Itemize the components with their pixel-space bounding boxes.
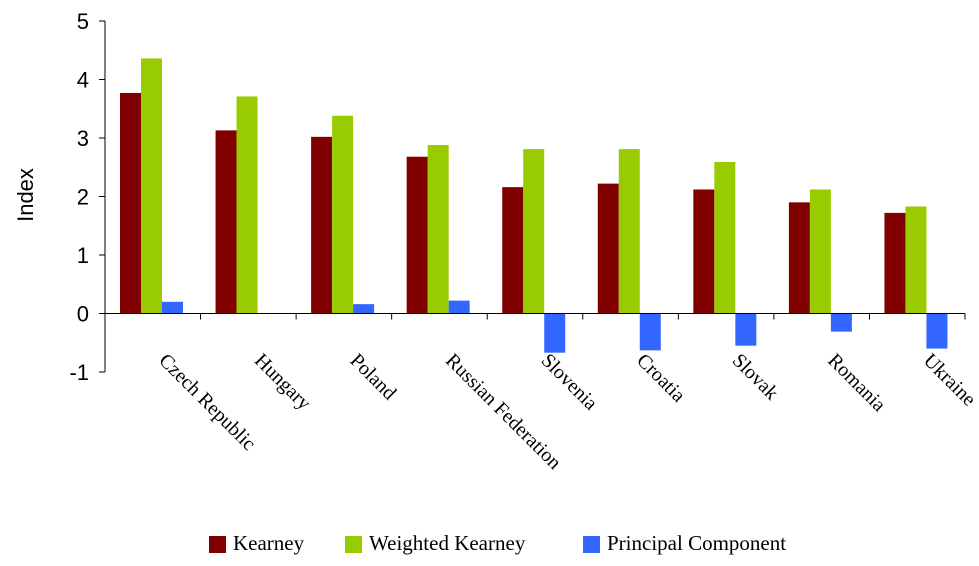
y-tick-label: 4 <box>77 68 89 93</box>
x-tick-label: Hungary <box>250 349 315 414</box>
y-tick-label: 2 <box>77 185 89 210</box>
bar-weighted-kearney <box>714 161 736 314</box>
bar-kearney <box>597 183 619 314</box>
y-axis-ticks: 5 4 3 2 1 0 -1 <box>69 9 105 385</box>
y-tick-label: 1 <box>77 243 89 268</box>
bar-weighted-kearney <box>141 58 162 314</box>
axes <box>104 21 966 372</box>
y-tick-label: 3 <box>77 126 89 151</box>
x-tick-label: Romania <box>823 349 890 416</box>
bars <box>120 58 948 353</box>
bar-kearney <box>884 212 906 314</box>
bar-weighted-kearney <box>523 149 545 314</box>
y-tick-label: 5 <box>77 9 89 34</box>
bar-weighted-kearney <box>618 149 640 314</box>
bar-kearney <box>693 189 715 314</box>
legend-swatch-kearney <box>209 536 226 553</box>
bar-principal-component <box>926 313 948 349</box>
bar-weighted-kearney <box>809 189 831 314</box>
bar-kearney <box>311 136 333 314</box>
x-tick-label: Croatia <box>632 349 689 406</box>
legend-label-kearney: Kearney <box>233 531 305 555</box>
bar-kearney <box>406 156 428 314</box>
bar-kearney <box>788 202 810 314</box>
bar-weighted-kearney <box>905 206 927 314</box>
x-tick-label: Poland <box>346 349 401 404</box>
legend-label-weighted-kearney: Weighted Kearney <box>369 531 526 555</box>
bar-kearney <box>502 187 524 314</box>
x-tick-label: Slovak <box>728 349 783 404</box>
legend-swatch-principal-component <box>583 536 600 553</box>
x-tick-label: Czech Republic <box>154 349 260 455</box>
bar-principal-component <box>830 313 852 332</box>
x-tick-label: Ukraine <box>919 349 979 410</box>
legend-swatch-weighted-kearney <box>345 536 362 553</box>
bar-principal-component <box>448 300 470 314</box>
bar-principal-component <box>544 313 566 353</box>
bar-principal-component <box>162 301 183 314</box>
bar-principal-component <box>353 304 375 314</box>
bar-principal-component <box>639 313 661 351</box>
bar-weighted-kearney <box>332 115 354 314</box>
y-axis-title: Index <box>13 168 38 222</box>
legend: Kearney Weighted Kearney Principal Compone… <box>209 531 786 555</box>
legend-label-principal-component: Principal Component <box>607 531 786 555</box>
x-tick-label: Slovenia <box>537 349 602 414</box>
bar-kearney <box>215 130 237 314</box>
bar-principal-component <box>735 313 757 346</box>
bar-weighted-kearney <box>236 96 258 314</box>
y-tick-label: 0 <box>77 302 89 327</box>
y-tick-label: -1 <box>69 360 89 385</box>
bar-weighted-kearney <box>427 145 449 314</box>
bar-kearney <box>120 92 141 314</box>
